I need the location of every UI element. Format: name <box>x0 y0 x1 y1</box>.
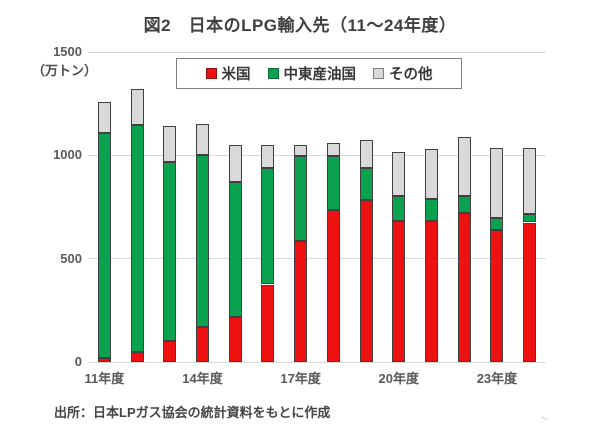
bar-segment-middle-east <box>97 132 111 358</box>
chart-title: 図2 日本のLPG輸入先（11～24年度） <box>143 16 457 35</box>
bar-segment-others <box>425 149 438 199</box>
bar-segment-others <box>261 145 275 168</box>
bar-segment-usa <box>490 229 504 362</box>
bar-segment-others <box>294 145 308 157</box>
bar-segment-middle-east <box>392 195 406 222</box>
bar-segment-usa <box>457 213 471 362</box>
bar-segment-usa <box>196 326 209 362</box>
bar-segment-usa <box>359 199 373 362</box>
bar-segment-usa <box>392 221 406 362</box>
bar-segment-others <box>97 101 111 133</box>
x-axis-tick-label: 11年度 <box>84 371 125 386</box>
bar-segment-middle-east <box>457 195 471 214</box>
bar-segment-middle-east <box>490 218 504 230</box>
bar-segment-others <box>457 136 471 196</box>
legend-label-usa: 米国 <box>221 67 251 83</box>
y-axis-tick-label: 1000 <box>53 147 82 163</box>
bar-segment-middle-east <box>130 125 144 352</box>
bar-segment-others <box>359 139 373 168</box>
bar-segment-middle-east <box>261 167 275 285</box>
bar-segment-usa <box>425 221 438 362</box>
bar-segment-middle-east <box>196 155 209 327</box>
bar-segment-others <box>392 152 406 196</box>
bar-segment-usa <box>294 241 308 362</box>
bar-segment-others <box>130 89 144 126</box>
y-axis-tick-label: 500 <box>60 250 82 266</box>
bar-segment-middle-east <box>163 161 177 342</box>
x-axis-tick-label: 17年度 <box>280 371 321 386</box>
x-axis-tick-label: 23年度 <box>476 371 518 386</box>
bar-segment-others <box>163 126 177 162</box>
legend-item-usa: 米国 <box>205 63 251 84</box>
legend-label-others: その他 <box>389 67 433 83</box>
legend-item-middle-east: 中東産油国 <box>267 63 357 84</box>
bar-segment-middle-east <box>228 182 242 317</box>
stray-mark <box>540 415 549 422</box>
x-axis-tick-label: 20年度 <box>378 371 420 386</box>
bar-segment-others <box>228 145 242 183</box>
bar-segment-others <box>196 124 209 156</box>
bar-segment-usa <box>228 316 242 362</box>
gridline <box>88 258 546 260</box>
x-axis-tick-label: 14年度 <box>182 371 223 386</box>
legend-label-middle-east: 中東産油国 <box>283 67 357 83</box>
gridline <box>88 51 546 53</box>
gridline <box>88 361 546 363</box>
legend: 米国 中東産油国 その他 <box>176 58 462 89</box>
source-note: 出所：日本LPガス協会の統計資料をもとに作成 <box>54 405 331 420</box>
others-swatch <box>373 68 384 79</box>
bar-segment-middle-east <box>294 156 308 242</box>
bar-segment-others <box>523 148 537 215</box>
usa-swatch <box>205 68 217 79</box>
gridline <box>88 154 546 156</box>
bar-segment-usa <box>163 341 177 362</box>
bar-segment-usa <box>130 351 144 362</box>
middle-east-swatch <box>267 68 279 79</box>
bar-segment-middle-east <box>326 156 340 211</box>
bar-segment-middle-east <box>359 167 373 200</box>
y-axis-tick-label: 1500 <box>53 44 82 59</box>
bar-segment-middle-east <box>523 214 537 223</box>
bar-segment-usa <box>97 357 111 362</box>
bar-segment-middle-east <box>425 198 438 222</box>
bar-segment-usa <box>523 222 537 362</box>
bar-segment-usa <box>261 284 275 362</box>
y-axis-unit-label: （万トン） <box>32 63 98 78</box>
bar-segment-others <box>326 142 340 157</box>
bar-segment-others <box>490 148 504 219</box>
bar-segment-usa <box>326 210 340 362</box>
y-axis-tick-label: 0 <box>74 354 82 369</box>
legend-item-others: その他 <box>373 63 433 84</box>
